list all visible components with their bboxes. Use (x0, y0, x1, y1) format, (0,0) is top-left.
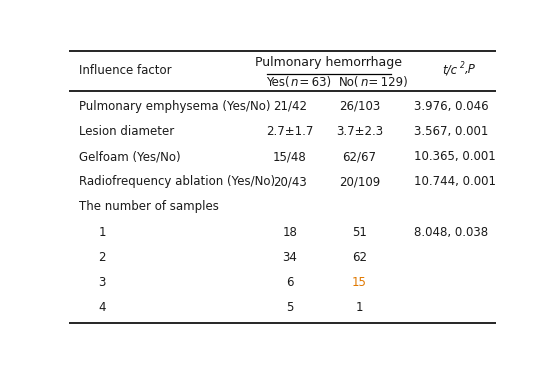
Text: Pulmonary hemorrhage: Pulmonary hemorrhage (255, 56, 402, 68)
Text: Gelfoam (Yes/No): Gelfoam (Yes/No) (79, 150, 181, 163)
Text: 62/67: 62/67 (343, 150, 376, 163)
Text: 4: 4 (98, 301, 106, 314)
Text: 2.7±1.7: 2.7±1.7 (266, 125, 314, 138)
Text: 20/43: 20/43 (273, 175, 306, 188)
Text: n: n (290, 75, 298, 89)
Text: 2: 2 (98, 251, 106, 264)
Text: 3.976, 0.046: 3.976, 0.046 (414, 100, 488, 113)
Text: 3.567, 0.001: 3.567, 0.001 (414, 125, 488, 138)
Text: 10.365, 0.001: 10.365, 0.001 (414, 150, 495, 163)
Text: 10.744, 0.001: 10.744, 0.001 (414, 175, 496, 188)
Text: 2: 2 (460, 61, 464, 70)
Text: = 129): = 129) (366, 75, 408, 89)
Text: 51: 51 (352, 226, 367, 239)
Text: No(: No( (339, 75, 359, 89)
Text: Influence factor: Influence factor (79, 64, 171, 77)
Text: 1: 1 (98, 226, 106, 239)
Text: 3.7±2.3: 3.7±2.3 (336, 125, 383, 138)
Text: 62: 62 (352, 251, 367, 264)
Text: 3: 3 (98, 276, 106, 289)
Text: t/c: t/c (442, 63, 457, 76)
Text: Pulmonary emphysema (Yes/No): Pulmonary emphysema (Yes/No) (79, 100, 271, 113)
Text: Lesion diameter: Lesion diameter (79, 125, 174, 138)
Text: = 63): = 63) (297, 75, 331, 89)
Text: 21/42: 21/42 (273, 100, 307, 113)
Text: Yes(: Yes( (266, 75, 290, 89)
Text: n: n (360, 75, 368, 89)
Text: 6: 6 (286, 276, 294, 289)
Text: ,P: ,P (465, 63, 476, 76)
Text: 20/109: 20/109 (339, 175, 380, 188)
Text: 1: 1 (356, 301, 363, 314)
Text: 8.048, 0.038: 8.048, 0.038 (414, 226, 488, 239)
Text: The number of samples: The number of samples (79, 201, 219, 213)
Text: Radiofrequency ablation (Yes/No): Radiofrequency ablation (Yes/No) (79, 175, 275, 188)
Text: 34: 34 (282, 251, 297, 264)
Text: 18: 18 (282, 226, 297, 239)
Text: 26/103: 26/103 (339, 100, 380, 113)
Text: 5: 5 (286, 301, 294, 314)
Text: 15/48: 15/48 (273, 150, 306, 163)
Text: 15: 15 (352, 276, 367, 289)
